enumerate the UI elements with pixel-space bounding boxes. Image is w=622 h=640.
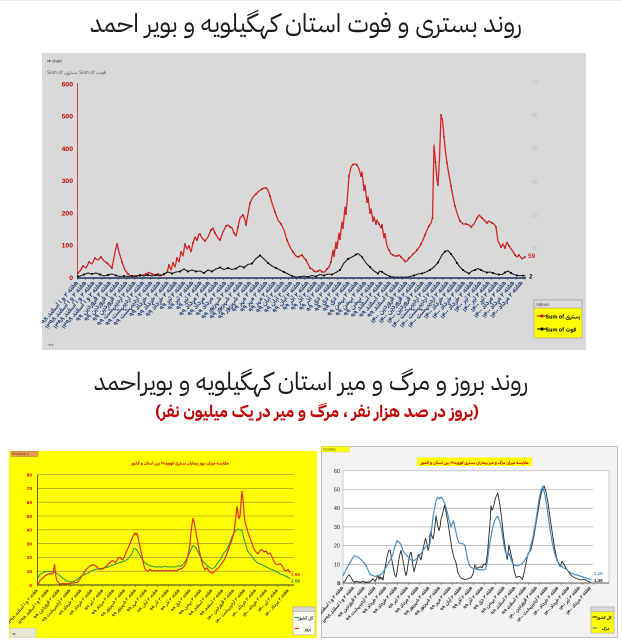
svg-text:20: 20 (532, 246, 538, 252)
svg-text:30: 30 (27, 541, 33, 547)
svg-text:40: 40 (532, 180, 538, 186)
svg-text:70: 70 (27, 486, 33, 492)
svg-text:▪▾ chart: ▪▾ chart (47, 59, 63, 64)
svg-text:50: 50 (27, 514, 33, 520)
svg-text:70: 70 (532, 80, 538, 86)
svg-text:◂▸: ◂▸ (12, 631, 16, 636)
svg-text:20: 20 (334, 544, 340, 550)
svg-text:40: 40 (334, 506, 340, 512)
svg-text:60: 60 (532, 113, 538, 119)
svg-text:2.58: 2.58 (291, 579, 300, 584)
svg-text:Mortality: Mortality (323, 448, 336, 452)
svg-text:30: 30 (532, 213, 538, 219)
svg-text:60: 60 (27, 500, 33, 506)
svg-text:59: 59 (528, 253, 536, 260)
svg-text:7.96: 7.96 (291, 572, 300, 577)
svg-text:1.10: 1.10 (594, 571, 603, 576)
svg-text:400: 400 (62, 146, 74, 153)
svg-text:10: 10 (27, 569, 33, 575)
svg-text:Values: Values (536, 302, 550, 307)
svg-text:Infectious d: Infectious d (13, 452, 30, 456)
svg-text:0: 0 (337, 581, 340, 587)
svg-text:60: 60 (334, 469, 340, 475)
svg-text:0: 0 (338, 581, 341, 587)
svg-text:◂ ▸: ◂ ▸ (48, 342, 55, 347)
svg-text:20: 20 (27, 555, 33, 561)
svg-text:0: 0 (69, 275, 73, 282)
svg-text:2: 2 (529, 274, 533, 281)
svg-text:30: 30 (334, 525, 340, 531)
svg-text:600: 600 (62, 81, 74, 88)
svg-text:1.35: 1.35 (594, 578, 603, 583)
svg-text:50: 50 (532, 146, 538, 152)
svg-text:50: 50 (334, 488, 340, 494)
svg-text:10: 10 (334, 562, 340, 568)
svg-text:0: 0 (29, 583, 32, 589)
svg-text:500: 500 (62, 114, 74, 121)
svg-text:40: 40 (27, 528, 33, 534)
svg-text:200: 200 (62, 210, 74, 217)
svg-text:100: 100 (62, 243, 74, 250)
svg-text:300: 300 (62, 178, 74, 185)
svg-text:80: 80 (27, 472, 33, 478)
